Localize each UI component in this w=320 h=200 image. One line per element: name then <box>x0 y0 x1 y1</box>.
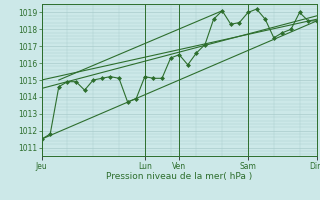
X-axis label: Pression niveau de la mer( hPa ): Pression niveau de la mer( hPa ) <box>106 172 252 181</box>
